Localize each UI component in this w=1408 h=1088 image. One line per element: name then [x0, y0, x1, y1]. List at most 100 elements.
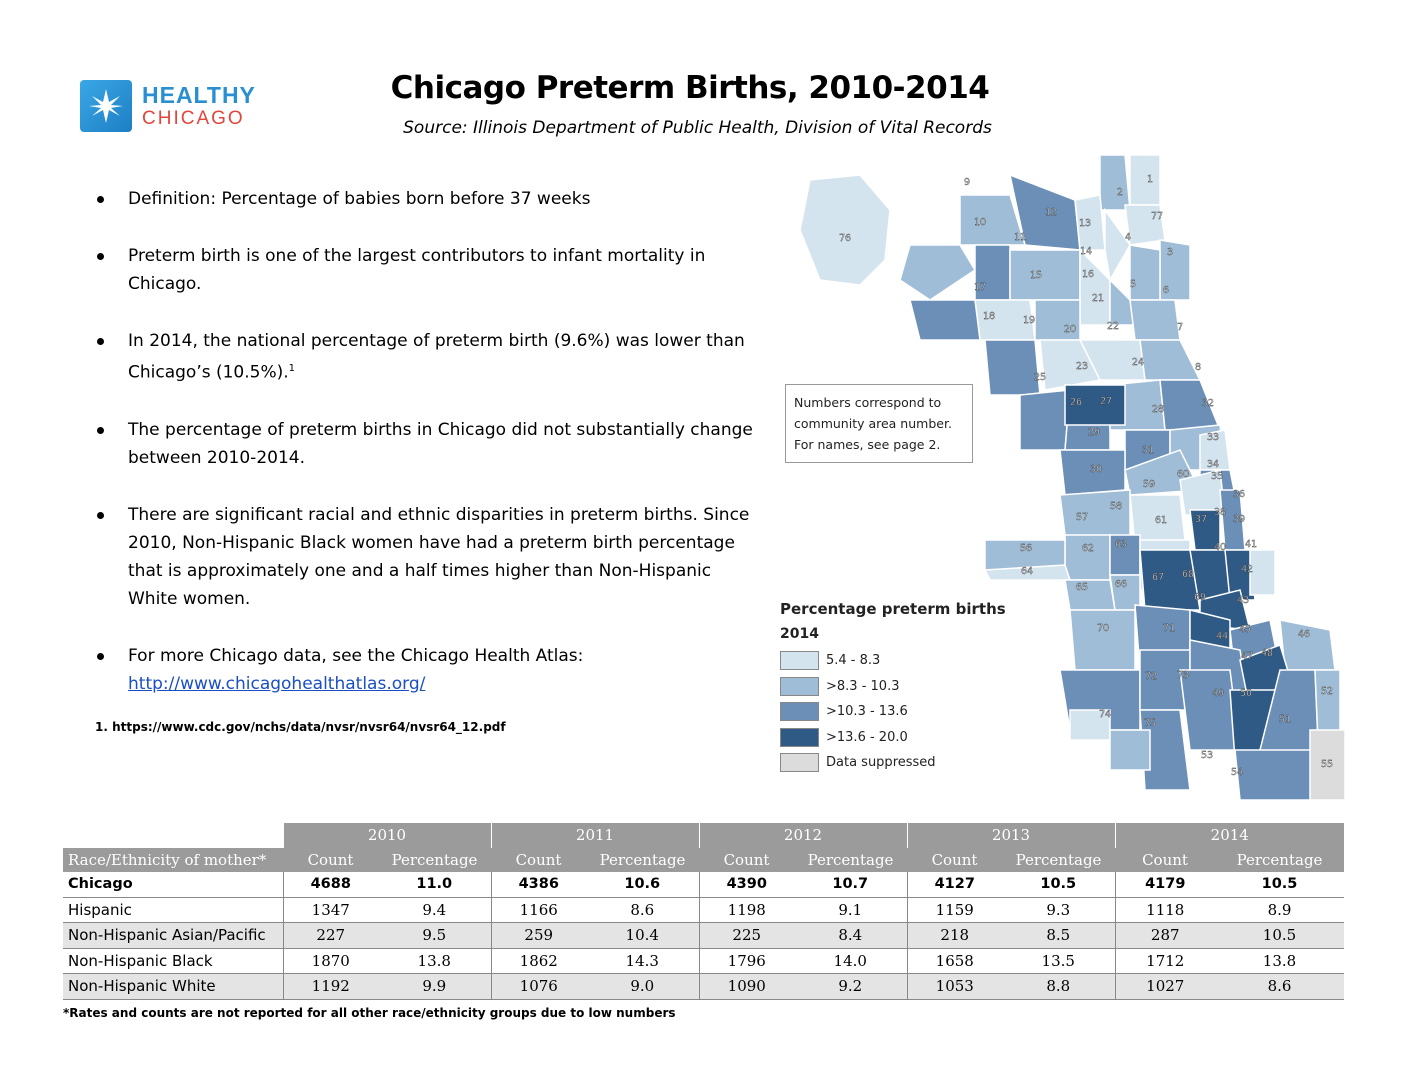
- community-area-shape: [1064, 384, 1126, 426]
- community-area-label: 41: [1245, 539, 1257, 550]
- healthy-chicago-logo: HEALTHY CHICAGO: [80, 80, 270, 132]
- community-area-label: 6: [1163, 285, 1169, 296]
- community-area-label: 14: [1080, 246, 1092, 257]
- community-area-label: 66: [1115, 579, 1127, 590]
- community-area-label: 30: [1090, 464, 1102, 475]
- community-area-label: 49: [1212, 688, 1224, 699]
- column-header: Percentage: [1215, 847, 1344, 872]
- community-area-label: 29: [1088, 427, 1100, 438]
- community-area-label: 56: [1020, 543, 1032, 554]
- community-area-shape: [959, 194, 1027, 246]
- community-area-label: 5: [1130, 279, 1136, 290]
- legend-item: Data suppressed: [780, 750, 1020, 776]
- legend-item: >13.6 - 20.0: [780, 725, 1020, 751]
- community-area-label: 73: [1177, 670, 1189, 681]
- community-area-label: 52: [1321, 686, 1333, 697]
- year-header: 2013: [906, 823, 1115, 848]
- community-area-label: 54: [1231, 767, 1243, 778]
- legend-swatch: [780, 727, 819, 747]
- row-label: Non-Hispanic White: [63, 973, 284, 1000]
- community-area-label: 9: [964, 177, 970, 188]
- column-header: Percentage: [378, 847, 491, 872]
- community-area-label: 7: [1177, 322, 1183, 333]
- column-header: Count: [907, 847, 1002, 872]
- community-area-shape: [1099, 154, 1131, 211]
- community-area-label: 64: [1021, 566, 1033, 577]
- table-year-header: 2010 2011 2012 2013 2014: [63, 823, 1344, 848]
- community-area-label: 23: [1076, 361, 1088, 372]
- community-area-label: 24: [1132, 357, 1144, 368]
- community-area-label: 67: [1152, 572, 1164, 583]
- table-note: *Rates and counts are not reported for a…: [63, 1006, 676, 1020]
- community-area-shape: [1064, 534, 1111, 581]
- row-label: Non-Hispanic Black: [63, 948, 284, 974]
- community-area-label: 15: [1030, 270, 1042, 281]
- community-area-shape: [1139, 549, 1201, 611]
- community-area-label: 60: [1177, 469, 1189, 480]
- community-area-label: 33: [1207, 432, 1219, 443]
- community-area-label: 18: [983, 311, 995, 322]
- community-area-shape: [1009, 249, 1081, 301]
- table-column-header: Race/Ethnicity of mother* Count Percentag…: [63, 847, 1344, 872]
- community-area-shape: [1019, 389, 1071, 451]
- health-atlas-link[interactable]: http://www.chicagohealthatlas.org/: [128, 673, 426, 694]
- community-area-shape: [1129, 244, 1161, 301]
- community-area-label: 45: [1239, 624, 1251, 635]
- community-area-label: 53: [1201, 750, 1213, 761]
- community-area-label: 50: [1240, 688, 1252, 699]
- year-header: 2010: [282, 823, 491, 848]
- bullet-item: For more Chicago data, see the Chicago H…: [95, 642, 765, 698]
- community-area-label: 31: [1142, 445, 1154, 456]
- community-area-label: 17: [974, 282, 986, 293]
- community-area-label: 32: [1202, 398, 1214, 409]
- community-area-shape: [1069, 609, 1136, 671]
- map-legend: Percentage preterm births 2014 5.4 - 8.3…: [780, 600, 1020, 776]
- community-area-shape: [799, 174, 891, 286]
- community-area-label: 65: [1076, 582, 1088, 593]
- community-area-shape: [1124, 204, 1166, 246]
- bullet-item: The percentage of preterm births in Chic…: [95, 416, 765, 472]
- community-area-label: 46: [1298, 629, 1310, 640]
- row-label: Chicago: [63, 872, 284, 898]
- legend-item: >8.3 - 10.3: [780, 674, 1020, 700]
- community-area-label: 51: [1279, 714, 1291, 725]
- community-area-shape: [1279, 619, 1336, 671]
- legend-year: 2014: [780, 626, 819, 642]
- community-area-label: 55: [1321, 759, 1333, 770]
- community-area-shape: [1079, 248, 1111, 326]
- community-area-label: 74: [1099, 709, 1111, 720]
- community-area-label: 44: [1216, 631, 1228, 642]
- community-area-label: 13: [1079, 218, 1091, 229]
- community-area-label: 57: [1076, 512, 1088, 523]
- bullet-item: Definition: Percentage of babies born be…: [95, 185, 765, 213]
- page-title: Chicago Preterm Births, 2010-2014: [390, 70, 990, 106]
- table-row: Non-Hispanic Asian/Pacific 227 9.5 259 10.…: [63, 922, 1344, 949]
- community-area-shape: [1109, 729, 1151, 771]
- column-header: Percentage: [586, 847, 699, 872]
- column-header: Race/Ethnicity of mother*: [63, 847, 283, 872]
- column-header: Count: [1115, 847, 1215, 872]
- community-area-label: 25: [1034, 372, 1046, 383]
- community-area-label: 20: [1064, 324, 1076, 335]
- community-area-label: 26: [1070, 397, 1082, 408]
- community-area-label: 63: [1115, 539, 1127, 550]
- legend-swatch: [780, 753, 819, 773]
- year-header: 2011: [490, 823, 699, 848]
- community-area-label: 40: [1214, 542, 1226, 553]
- logo-text-healthy: HEALTHY: [142, 82, 256, 108]
- community-area-label: 42: [1241, 564, 1253, 575]
- community-area-label: 70: [1097, 623, 1109, 634]
- logo-text-chicago: CHICAGO: [142, 108, 245, 129]
- community-area-shape: [1059, 489, 1131, 541]
- row-label: Hispanic: [63, 897, 284, 923]
- community-area-label: 58: [1110, 501, 1122, 512]
- community-area-label: 77: [1151, 211, 1163, 222]
- community-area-shape: [1129, 299, 1181, 341]
- community-area-label: 28: [1152, 404, 1164, 415]
- community-area-label: 2: [1117, 187, 1123, 198]
- community-area-label: 72: [1145, 671, 1157, 682]
- community-area-label: 10: [974, 217, 986, 228]
- community-area-shape: [1234, 749, 1321, 801]
- community-area-label: 34: [1207, 459, 1219, 470]
